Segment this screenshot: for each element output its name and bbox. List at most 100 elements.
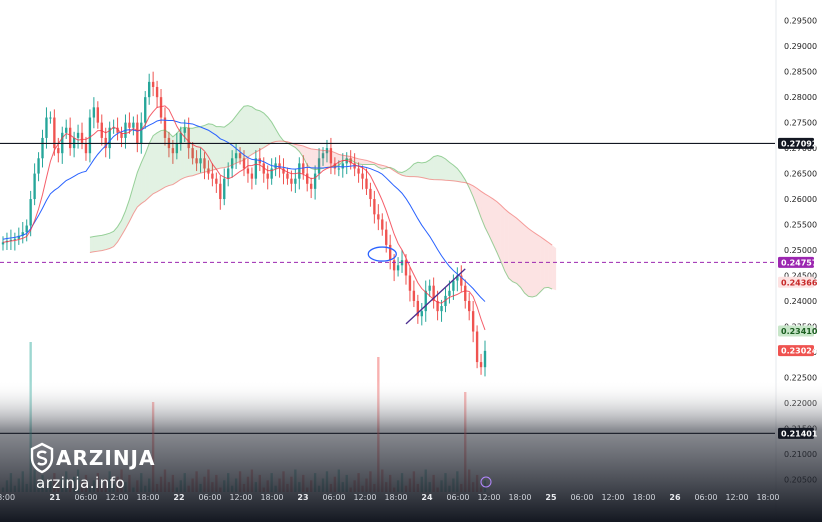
y-tick-label: 0.28500: [784, 68, 817, 77]
cloud-segment: [544, 239, 549, 288]
candle-body: [306, 173, 309, 184]
brand-site: arzinja.info: [36, 474, 126, 492]
y-tick-label: 0.26500: [784, 170, 817, 179]
cloud-segment: [216, 126, 221, 170]
x-tick-label: 12:00: [477, 493, 500, 502]
candle-body: [13, 238, 17, 240]
arzinja-logo-icon: [30, 442, 54, 474]
cloud-segment: [548, 242, 553, 290]
cloud-segment: [101, 234, 106, 251]
x-tick-label: 26: [669, 493, 681, 502]
candle-body: [317, 158, 321, 174]
cloud-segment: [524, 225, 529, 297]
cloud-segment: [528, 228, 533, 297]
cloud-segment: [161, 129, 165, 190]
cloud-segment: [137, 162, 142, 208]
price-badge: [778, 256, 814, 268]
candle-body: [369, 188, 372, 200]
cloud-segment: [429, 156, 434, 180]
x-tick-label: 23: [297, 493, 308, 502]
candle-body: [468, 300, 471, 312]
candle-body: [203, 158, 206, 169]
candle-body: [45, 117, 48, 138]
candle-body: [479, 362, 483, 368]
x-tick-label: 25: [545, 493, 557, 502]
cloud-segment: [145, 143, 150, 201]
candle-body: [404, 260, 408, 276]
candle-body: [329, 148, 333, 164]
x-tick-label: 06:00: [74, 493, 97, 502]
candle-body: [136, 122, 139, 144]
candle-body: [270, 168, 273, 179]
x-tick-label: 18:00: [136, 493, 159, 502]
brand-name: ARZINJA: [56, 446, 156, 470]
cloud-segment: [180, 127, 185, 180]
x-tick-label: 06:00: [198, 493, 221, 502]
cloud-segment: [97, 235, 102, 252]
candle-body: [294, 178, 297, 184]
cloud-segment: [307, 147, 312, 169]
cloud-segment: [492, 198, 497, 253]
x-tick-label: 06:00: [322, 493, 345, 502]
candle-body: [428, 285, 431, 291]
cloud-segment: [212, 124, 217, 171]
candle-body: [21, 232, 24, 236]
candle-body: [250, 173, 254, 179]
candle-body: [440, 306, 443, 312]
cloud-segment: [362, 159, 367, 165]
y-tick-label: 0.25000: [784, 246, 817, 255]
candle-body: [211, 173, 214, 179]
cloud-segment: [488, 196, 493, 244]
cloud-segment: [247, 105, 252, 158]
y-tick-label: 0.26000: [784, 195, 817, 204]
price-badge: [778, 325, 814, 337]
candle-body: [191, 148, 194, 159]
candle-body: [475, 331, 479, 363]
price-badge-label: 0.23410: [781, 327, 818, 336]
cloud-segment: [311, 148, 316, 170]
cloud-span-b: [89, 140, 553, 254]
cloud-segment: [176, 128, 181, 183]
candle-body: [436, 300, 439, 312]
candle-body: [155, 86, 159, 98]
candle-body: [385, 229, 388, 245]
candle-body: [412, 290, 416, 301]
candle-body: [120, 132, 123, 138]
candle-body: [144, 97, 147, 123]
cloud-segment: [259, 110, 264, 151]
price-badge: [778, 276, 814, 288]
cloud-segment: [224, 124, 229, 168]
cloud-segment: [188, 128, 193, 177]
cloud-segment: [496, 201, 501, 262]
cloud-segment: [232, 115, 237, 166]
cloud-segment: [437, 155, 442, 180]
candle-body: [452, 280, 455, 291]
y-tick-label: 0.25500: [784, 221, 817, 230]
candle-body: [151, 81, 155, 87]
candle-body: [424, 290, 427, 312]
cloud-segment: [251, 106, 256, 155]
candle-body: [88, 117, 92, 154]
cloud-segment: [536, 234, 541, 296]
candle-body: [132, 122, 135, 128]
x-tick-label: 12:00: [105, 493, 128, 502]
y-tick-label: 0.28000: [784, 93, 817, 102]
cloud-segment: [346, 155, 351, 160]
x-tick-label: 18:00: [0, 493, 15, 502]
candle-body: [53, 117, 56, 149]
x-tick-label: 06:00: [694, 493, 717, 502]
candle-body: [444, 295, 447, 307]
candle-body: [242, 158, 246, 169]
cloud-segment: [485, 193, 489, 236]
cloud-segment: [172, 133, 177, 185]
candle-body: [361, 173, 364, 179]
cloud-segment: [520, 221, 525, 294]
x-tick-label: 24: [421, 493, 433, 502]
candle-body: [298, 163, 301, 179]
candle-body: [92, 107, 96, 118]
x-tick-label: 12:00: [601, 493, 624, 502]
price-badge-label: 0.21401: [781, 429, 818, 438]
price-badge-label: 0.24366: [781, 278, 818, 287]
candle-body: [49, 117, 52, 119]
